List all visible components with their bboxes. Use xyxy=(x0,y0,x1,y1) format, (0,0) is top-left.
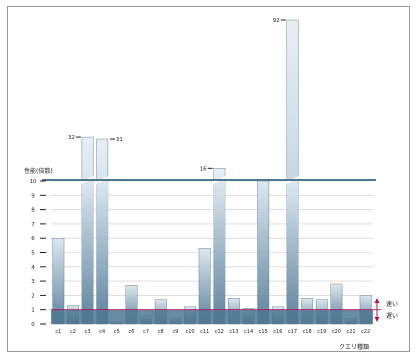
bar-lower-c17 xyxy=(286,181,299,324)
legend-arrow-down xyxy=(374,317,380,322)
x-tick-label: c6 xyxy=(129,329,135,335)
bar-lower-c3 xyxy=(81,181,94,324)
y-tick-label: 9 xyxy=(31,193,35,199)
y-tick-label: 5 xyxy=(31,251,35,257)
y-tick-label: 6 xyxy=(31,236,35,242)
bar-lower-c4 xyxy=(96,181,108,324)
x-tick-label: c4 xyxy=(99,329,105,335)
x-tick-label: c8 xyxy=(158,329,164,335)
y-tick-label: 1 xyxy=(31,308,35,314)
x-tick-label: c21 xyxy=(346,329,355,335)
y-tick-label: 7 xyxy=(31,222,35,228)
baseline-band xyxy=(42,179,381,324)
x-tick-label: c17 xyxy=(288,329,297,335)
x-tick-label: c7 xyxy=(143,329,149,335)
y-tick-label: 0 xyxy=(31,322,35,328)
labels: c1 c2 c3 c4 c5 c6 c7 c8 c9 c10 c11 c12 c13 c14 c15 c16 c… xyxy=(55,18,370,335)
x-tick-label: c9 xyxy=(172,329,178,335)
x-tick-label: c11 xyxy=(200,329,209,335)
data-label-c17: 92 xyxy=(273,18,280,24)
x-tick-label: c10 xyxy=(185,329,194,335)
x-tick-label: c19 xyxy=(317,329,326,335)
y-tick-label: 3 xyxy=(31,279,35,285)
y-tick-label: 8 xyxy=(31,208,35,214)
data-label-c12: 16 xyxy=(200,166,207,172)
x-tick-label: c22 xyxy=(361,329,370,335)
y-tick-label: 10 xyxy=(30,179,37,185)
x-tick-label: c12 xyxy=(215,329,224,335)
y-tick-label: 4 xyxy=(31,265,35,271)
x-tick-label: c5 xyxy=(114,329,120,335)
x-tick-label: c20 xyxy=(332,329,341,335)
x-tick-label: c2 xyxy=(70,329,76,335)
x-axis-title: クエリ種類 xyxy=(339,343,369,351)
y-axis: 0 1 2 3 4 5 6 7 8 9 10 xyxy=(30,179,46,328)
y-axis-title: 性能(倍数) xyxy=(24,167,53,175)
data-label-c3: 32 xyxy=(68,135,75,141)
legend-slower-label: 遅い xyxy=(386,313,398,320)
y-tick-label: 2 xyxy=(31,293,35,299)
legend-arrow-up xyxy=(374,298,380,303)
baseline-band-rect xyxy=(51,309,373,324)
x-tick-label: c16 xyxy=(273,329,282,335)
x-tick-label: c1 xyxy=(55,329,61,335)
legend: 速い 遅い xyxy=(374,298,398,322)
x-tick-label: c14 xyxy=(244,329,253,335)
x-tick-label: c13 xyxy=(229,329,238,335)
x-tick-label: c3 xyxy=(85,329,91,335)
bars xyxy=(52,19,372,325)
data-label-c4: 31 xyxy=(116,137,123,143)
legend-faster-label: 速い xyxy=(386,301,398,308)
x-tick-label: c18 xyxy=(303,329,312,335)
bar-c15 xyxy=(257,180,270,325)
x-tick-label: c15 xyxy=(259,329,268,335)
bar-lower-c12 xyxy=(213,181,226,324)
